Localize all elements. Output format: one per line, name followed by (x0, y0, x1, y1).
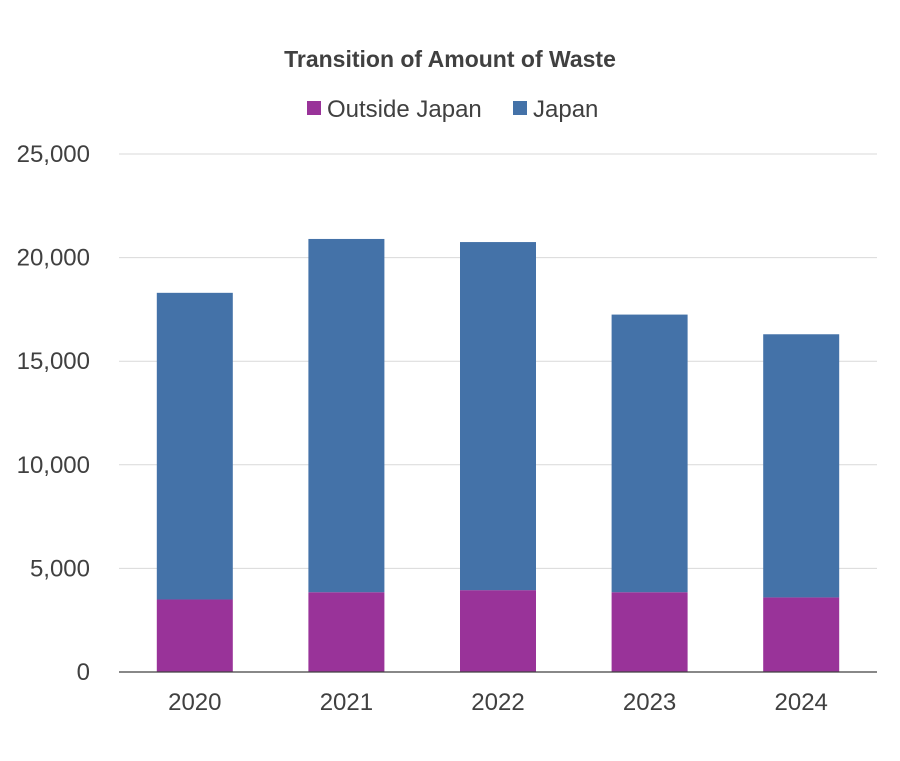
x-tick-label: 2021 (320, 689, 373, 716)
x-tick-label: 2023 (623, 689, 676, 716)
bar-japan-2023 (611, 314, 688, 593)
x-tick-label: 2020 (168, 689, 221, 716)
chart-legend: Outside Japan Japan (307, 96, 598, 123)
y-tick-label: 25,000 (17, 141, 90, 168)
y-tick-label: 10,000 (17, 452, 90, 479)
legend-swatch-outside-japan (307, 101, 321, 115)
y-tick-label: 20,000 (17, 245, 90, 272)
bar-outside-japan-2022 (460, 590, 536, 672)
y-tick-label: 5,000 (30, 555, 90, 582)
y-tick-label: 0 (77, 659, 90, 686)
legend-swatch-japan (513, 101, 527, 115)
y-axis-ticks: 0 5,000 10,000 15,000 20,000 25,000 (17, 141, 90, 686)
legend-label-outside-japan: Outside Japan (327, 96, 482, 123)
x-axis-ticks: 2020 2021 2022 2023 2024 (168, 689, 828, 716)
bar-japan-2024 (763, 334, 840, 598)
bar-outside-japan-2020 (156, 599, 233, 672)
bar-japan-2021 (308, 238, 385, 593)
bar-outside-japan-2023 (611, 592, 688, 672)
chart-title: Transition of Amount of Waste (284, 46, 616, 72)
y-tick-label: 15,000 (17, 348, 90, 375)
x-tick-label: 2022 (471, 689, 524, 716)
bars (156, 238, 840, 672)
bar-japan-2022 (460, 242, 536, 591)
bar-japan-2020 (156, 292, 233, 600)
bar-outside-japan-2021 (308, 592, 385, 672)
bar-outside-japan-2024 (763, 597, 840, 672)
x-tick-label: 2024 (775, 689, 828, 716)
legend-label-japan: Japan (533, 96, 598, 123)
